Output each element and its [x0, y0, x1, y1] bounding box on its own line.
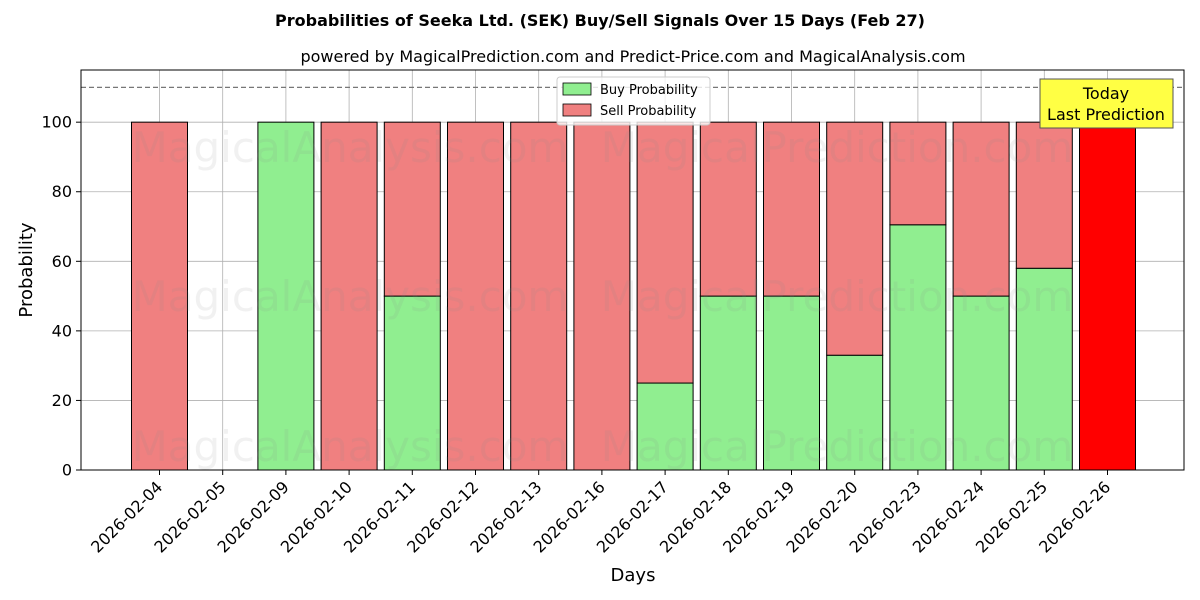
sell-bar	[383, 121, 441, 297]
buy-bar	[1015, 267, 1073, 471]
sell-bar	[952, 121, 1010, 297]
sell-bar	[1079, 121, 1136, 471]
watermark-text: MagicalPrediction.com	[601, 123, 1074, 172]
chart-title: Probabilities of Seeka Ltd. (SEK) Buy/Se…	[275, 11, 925, 30]
y-axis-ticks: 0 20 40 60 80 100	[41, 113, 81, 480]
sell-bar	[510, 121, 568, 471]
y-tick-label: 60	[52, 252, 72, 271]
legend-sell-swatch	[562, 103, 592, 117]
legend-frame	[556, 76, 711, 126]
sell-bar	[1015, 121, 1073, 269]
y-tick-label: 20	[52, 391, 72, 410]
watermark-text: MagicalAnalysis.com	[132, 123, 569, 172]
watermark-text: MagicalPrediction.com	[601, 422, 1074, 471]
watermark-text: MagicalPrediction.com	[601, 272, 1074, 321]
buy-bar	[889, 224, 947, 471]
y-tick-label: 40	[52, 321, 72, 340]
annotation-box	[1039, 78, 1174, 129]
sell-bar	[826, 121, 884, 356]
legend-buy-swatch	[562, 82, 592, 96]
buy-bar	[636, 382, 694, 471]
sell-bar	[889, 121, 947, 226]
chart-subtitle: powered by MagicalPrediction.com and Pre…	[300, 47, 965, 66]
sell-bar	[763, 121, 820, 297]
y-tick-label: 80	[52, 182, 72, 201]
sell-bar	[320, 121, 378, 471]
watermark-text: MagicalAnalysis.com	[132, 422, 569, 471]
sell-bar	[699, 121, 757, 297]
x-axis-ticks: 2026-02-042026-02-052026-02-092026-02-10…	[87, 470, 1114, 557]
bars-group	[131, 121, 1136, 471]
plot-frame	[80, 69, 1185, 471]
y-tick-label: 100	[41, 113, 72, 132]
sell-bar	[636, 121, 694, 384]
buy-bar	[763, 295, 820, 471]
legend-sell-label: Sell Probability	[600, 104, 697, 119]
watermark-group: MagicalAnalysis.com MagicalPrediction.com…	[132, 123, 1074, 471]
annotation-line-2: Last Prediction	[1047, 105, 1165, 124]
y-axis-label: Probability	[16, 222, 37, 317]
legend-buy-label: Buy Probability	[600, 83, 698, 98]
legend: Buy Probability Sell Probability	[556, 76, 711, 126]
watermark-text: MagicalAnalysis.com	[132, 272, 569, 321]
buy-bar	[952, 295, 1010, 471]
annotation-line-1: Today	[1082, 84, 1129, 103]
buy-bar	[826, 354, 884, 471]
buy-bar	[699, 295, 757, 471]
y-tick-label: 0	[62, 461, 72, 480]
sell-bar	[447, 121, 504, 471]
today-annotation: Today Last Prediction	[1039, 78, 1174, 129]
x-axis-label: Days	[611, 565, 656, 586]
